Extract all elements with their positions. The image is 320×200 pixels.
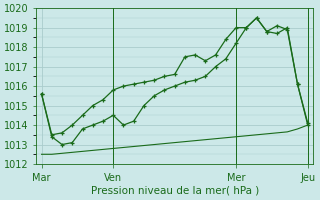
X-axis label: Pression niveau de la mer( hPa ): Pression niveau de la mer( hPa ) bbox=[91, 186, 259, 196]
